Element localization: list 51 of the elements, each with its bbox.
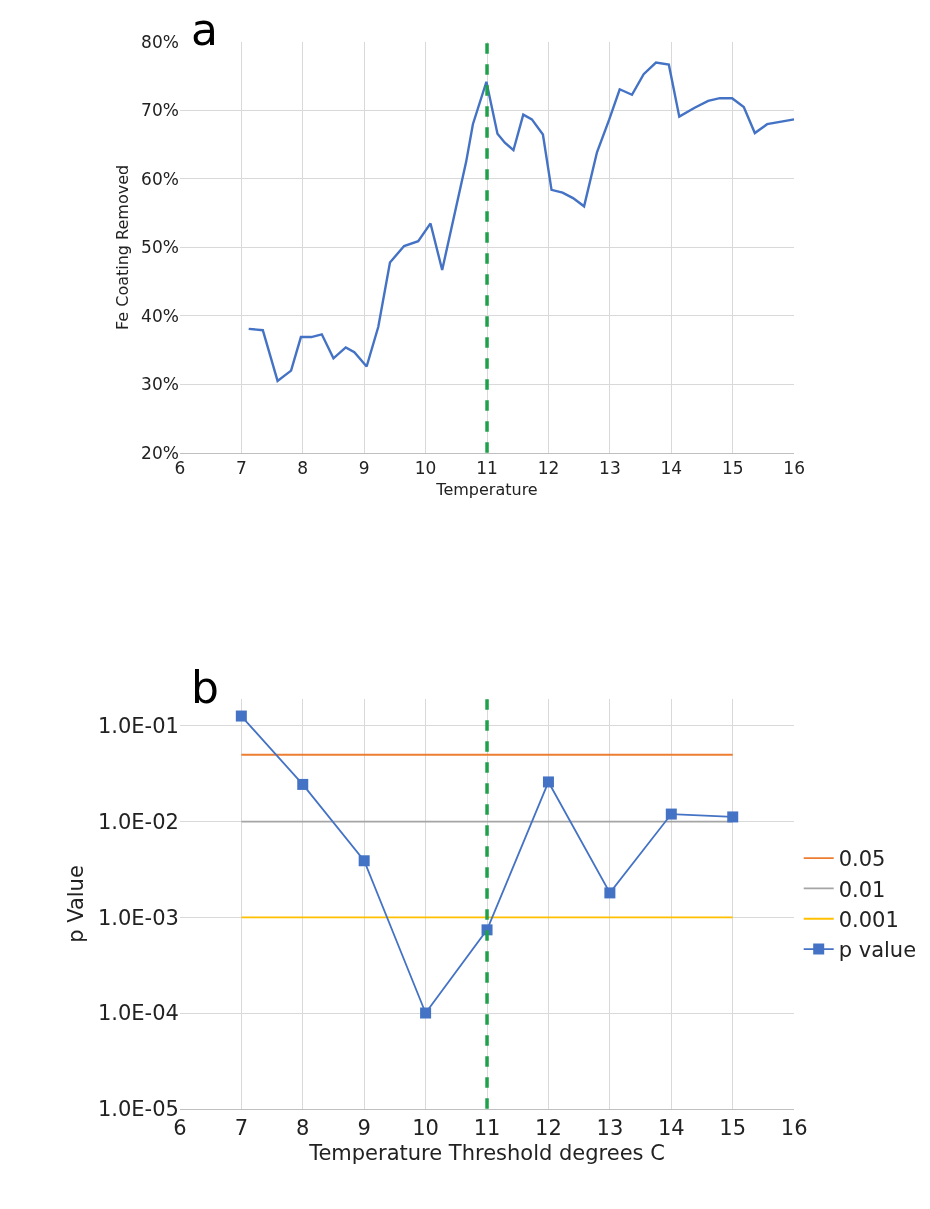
x-tick-label: 13 — [599, 458, 621, 479]
x-tick-label: 15 — [721, 458, 744, 479]
point — [358, 855, 370, 867]
annotation: b — [191, 662, 219, 713]
x-tick-label: 13 — [596, 1115, 624, 1140]
x-tick-label: 10 — [414, 458, 437, 479]
x-tick-label: 8 — [296, 1115, 310, 1140]
x-tick-label: 10 — [412, 1115, 439, 1140]
x-tick-label: 7 — [235, 458, 247, 479]
y-tick-label: 40% — [141, 305, 179, 326]
y-tick-label: 60% — [141, 168, 179, 189]
y-tick-label: 1.0E-01 — [97, 714, 179, 739]
x-tick-label: 14 — [660, 458, 683, 479]
x-tick-label: 16 — [783, 458, 805, 479]
x-tick-label: 12 — [537, 458, 560, 479]
x-axis-title: Temperature — [435, 479, 538, 499]
x-axis-title: Temperature Threshold degrees C — [308, 1141, 665, 1166]
x-tick-label: 15 — [719, 1115, 747, 1140]
x-tick-label: 11 — [473, 1115, 501, 1140]
point — [604, 887, 616, 899]
annotation: a — [191, 4, 218, 55]
y-tick-label: 70% — [141, 100, 179, 121]
point — [727, 811, 739, 823]
point — [235, 710, 247, 722]
y-tick-label: 1.0E-03 — [97, 905, 179, 930]
x-tick-label: 9 — [358, 458, 370, 479]
point — [665, 808, 677, 820]
legend-label: 0.05 — [838, 847, 886, 872]
x-tick-label: 6 — [174, 458, 186, 479]
point — [297, 778, 309, 790]
y-tick-label: 1.0E-02 — [97, 809, 179, 834]
y-tick-label: 1.0E-04 — [97, 1001, 179, 1026]
x-tick-label: 8 — [297, 458, 309, 479]
x-tick-label: 12 — [535, 1115, 562, 1140]
y-tick-label: 50% — [141, 237, 179, 258]
x-tick-label: 16 — [780, 1115, 808, 1140]
legend-label: p value — [838, 938, 917, 963]
x-tick-label: 9 — [357, 1115, 371, 1140]
y-axis-title: Fe Coating Removed — [113, 164, 132, 331]
y-tick-label: 30% — [141, 374, 179, 395]
line-series — [247, 61, 795, 383]
x-tick-label: 7 — [234, 1115, 249, 1140]
x-tick-label: 6 — [173, 1115, 187, 1140]
legend-label: 0.001 — [838, 907, 899, 932]
y-tick-label: 80% — [141, 32, 179, 52]
point — [420, 1007, 432, 1019]
x-tick-label: 14 — [657, 1115, 685, 1140]
legend-label: 0.01 — [838, 877, 886, 902]
y-axis-title: p Value — [64, 865, 89, 943]
point — [542, 776, 554, 788]
x-tick-label: 11 — [476, 458, 498, 479]
